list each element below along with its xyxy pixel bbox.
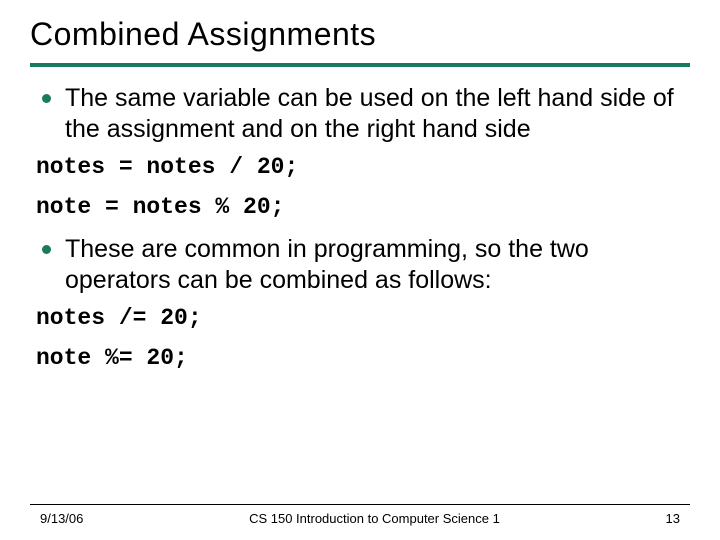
code-line: notes = notes / 20; <box>36 154 690 180</box>
code-line: note = notes % 20; <box>36 194 690 220</box>
title-rule <box>30 63 690 67</box>
bullet-item: These are common in programming, so the … <box>36 234 690 295</box>
slide-footer: 9/13/06 CS 150 Introduction to Computer … <box>30 504 690 526</box>
slide-title: Combined Assignments <box>30 16 690 53</box>
bullet-icon <box>42 245 51 254</box>
footer-row: 9/13/06 CS 150 Introduction to Computer … <box>30 511 690 526</box>
code-line: notes /= 20; <box>36 305 690 331</box>
bullet-text: These are common in programming, so the … <box>65 234 690 295</box>
slide-body: The same variable can be used on the lef… <box>30 83 690 371</box>
bullet-text: The same variable can be used on the lef… <box>65 83 690 144</box>
code-line: note %= 20; <box>36 345 690 371</box>
footer-course: CS 150 Introduction to Computer Science … <box>249 511 500 526</box>
bullet-item: The same variable can be used on the lef… <box>36 83 690 144</box>
footer-page: 13 <box>666 511 680 526</box>
footer-rule <box>30 504 690 505</box>
footer-date: 9/13/06 <box>40 511 83 526</box>
bullet-icon <box>42 94 51 103</box>
slide-container: Combined Assignments The same variable c… <box>0 0 720 540</box>
